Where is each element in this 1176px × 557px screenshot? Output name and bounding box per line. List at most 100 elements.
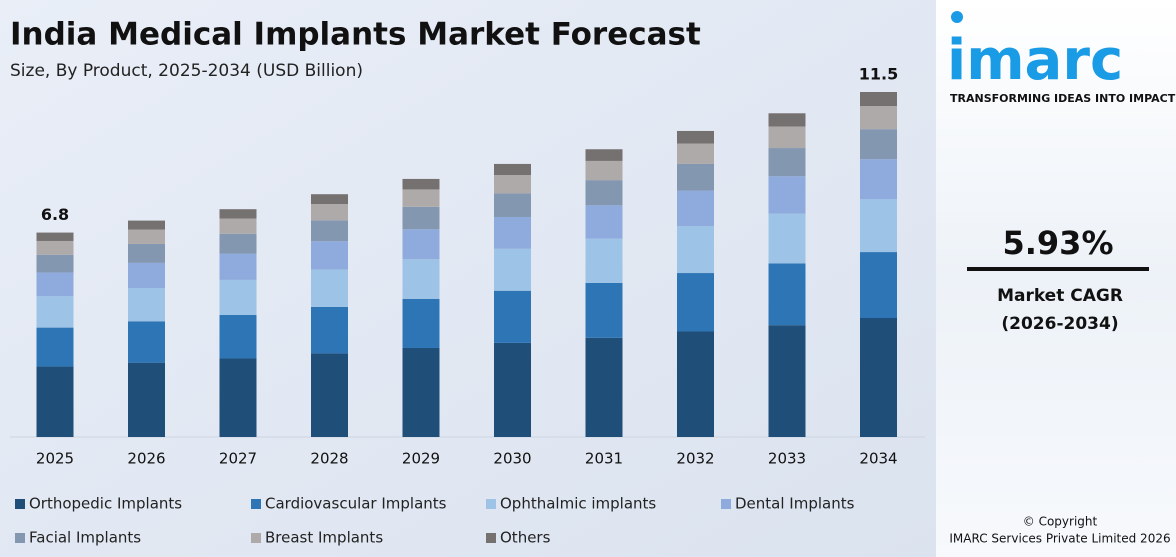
bar-segment (402, 189, 440, 207)
bar-segment (860, 159, 897, 200)
cagr-rule (967, 267, 1149, 271)
bar-segment (219, 279, 257, 316)
bar-segment (311, 220, 348, 242)
bar-segment (860, 252, 897, 319)
side-panel (936, 0, 1176, 557)
bar-segment (219, 209, 257, 219)
legend-swatch (486, 499, 496, 509)
x-tick-label: 2028 (310, 450, 348, 468)
bar-segment (311, 204, 348, 221)
legend-swatch (251, 533, 261, 543)
bar-segment (219, 218, 257, 234)
bar-segment (860, 129, 897, 160)
x-tick-label: 2034 (859, 450, 897, 468)
bar-segment (585, 149, 623, 161)
logo-dot (951, 11, 963, 23)
bar-segment (494, 193, 531, 217)
bar-segment (768, 176, 806, 214)
x-tick-label: 2032 (676, 450, 714, 468)
bar-segment (311, 269, 348, 307)
legend-swatch (251, 499, 261, 509)
bar-segment (677, 143, 714, 164)
bar-segment (402, 347, 440, 437)
bar-segment (219, 315, 257, 359)
bar-segment (128, 220, 165, 230)
bar-segment (768, 263, 806, 326)
bar-segment (494, 342, 531, 437)
total-label: 6.8 (41, 205, 69, 224)
bar-segment (768, 113, 806, 127)
tagline: TRANSFORMING IDEAS INTO IMPACT (950, 92, 1176, 105)
cagr-period: (2026-2034) (1001, 314, 1118, 334)
x-tick-label: 2030 (493, 450, 531, 468)
copyright: © Copyright (1023, 515, 1098, 529)
x-tick-label: 2025 (36, 450, 74, 468)
bar-segment (311, 241, 348, 270)
bar-segment (768, 325, 806, 437)
bar-segment (585, 160, 623, 181)
bar-segment (219, 233, 257, 254)
bar-segment (128, 262, 165, 289)
logo: imarc (947, 28, 1123, 93)
bar-segment (768, 126, 806, 149)
x-tick-label: 2027 (219, 450, 257, 468)
bar-segment (402, 298, 440, 348)
bar-segment (402, 259, 440, 299)
legend-label: Cardiovascular Implants (265, 495, 447, 513)
bar-segment (585, 282, 623, 338)
bar-segment (36, 272, 74, 297)
bar-segment (402, 229, 440, 260)
bar-segment (36, 366, 74, 437)
cagr-label: Market CAGR (997, 286, 1123, 306)
bar-segment (585, 205, 623, 239)
bar-segment (36, 232, 74, 241)
bar-segment (402, 178, 440, 190)
bar-segment (128, 362, 165, 437)
bar-segment (494, 216, 531, 249)
cagr-value: 5.93% (1002, 224, 1113, 262)
bar-segment (677, 190, 714, 226)
bar-segment (311, 353, 348, 437)
bar-segment (494, 175, 531, 194)
bar-segment (36, 296, 74, 328)
total-label: 11.5 (859, 65, 898, 84)
legend-label: Breast Implants (265, 529, 383, 547)
bar-segment (768, 148, 806, 177)
bar-segment (36, 327, 74, 367)
bar-segment (860, 92, 897, 107)
bar-segment (860, 318, 897, 437)
bar-segment (36, 254, 74, 273)
bar-segment (860, 199, 897, 253)
bar-segment (768, 213, 806, 264)
legend-swatch (15, 533, 25, 543)
bar-segment (311, 306, 348, 354)
x-tick-label: 2031 (585, 450, 623, 468)
bar-segment (128, 229, 165, 244)
bar-segment (311, 194, 348, 205)
bar-segment (494, 248, 531, 291)
bar-segment (677, 273, 714, 332)
company: IMARC Services Private Limited 2026 (949, 532, 1170, 546)
x-tick-label: 2029 (402, 450, 440, 468)
legend-label: Ophthalmic implants (500, 495, 656, 513)
legend-label: Facial Implants (29, 529, 141, 547)
bar-segment (36, 240, 74, 255)
chart-subtitle: Size, By Product, 2025-2034 (USD Billion… (10, 61, 363, 81)
bar-segment (128, 288, 165, 322)
bar-segment (402, 206, 440, 230)
bar-segment (219, 253, 257, 280)
bar-segment (585, 337, 623, 437)
legend-label: Dental Implants (735, 495, 855, 513)
chart-title: India Medical Implants Market Forecast (10, 17, 701, 53)
bar-segment (677, 225, 714, 274)
x-tick-label: 2026 (127, 450, 165, 468)
x-tick-label: 2033 (768, 450, 806, 468)
bar-segment (128, 321, 165, 363)
bar-segment (494, 163, 531, 176)
bar-segment (677, 130, 714, 144)
bar-segment (585, 180, 623, 206)
bar-segment (219, 358, 257, 437)
bar-segment (494, 290, 531, 343)
